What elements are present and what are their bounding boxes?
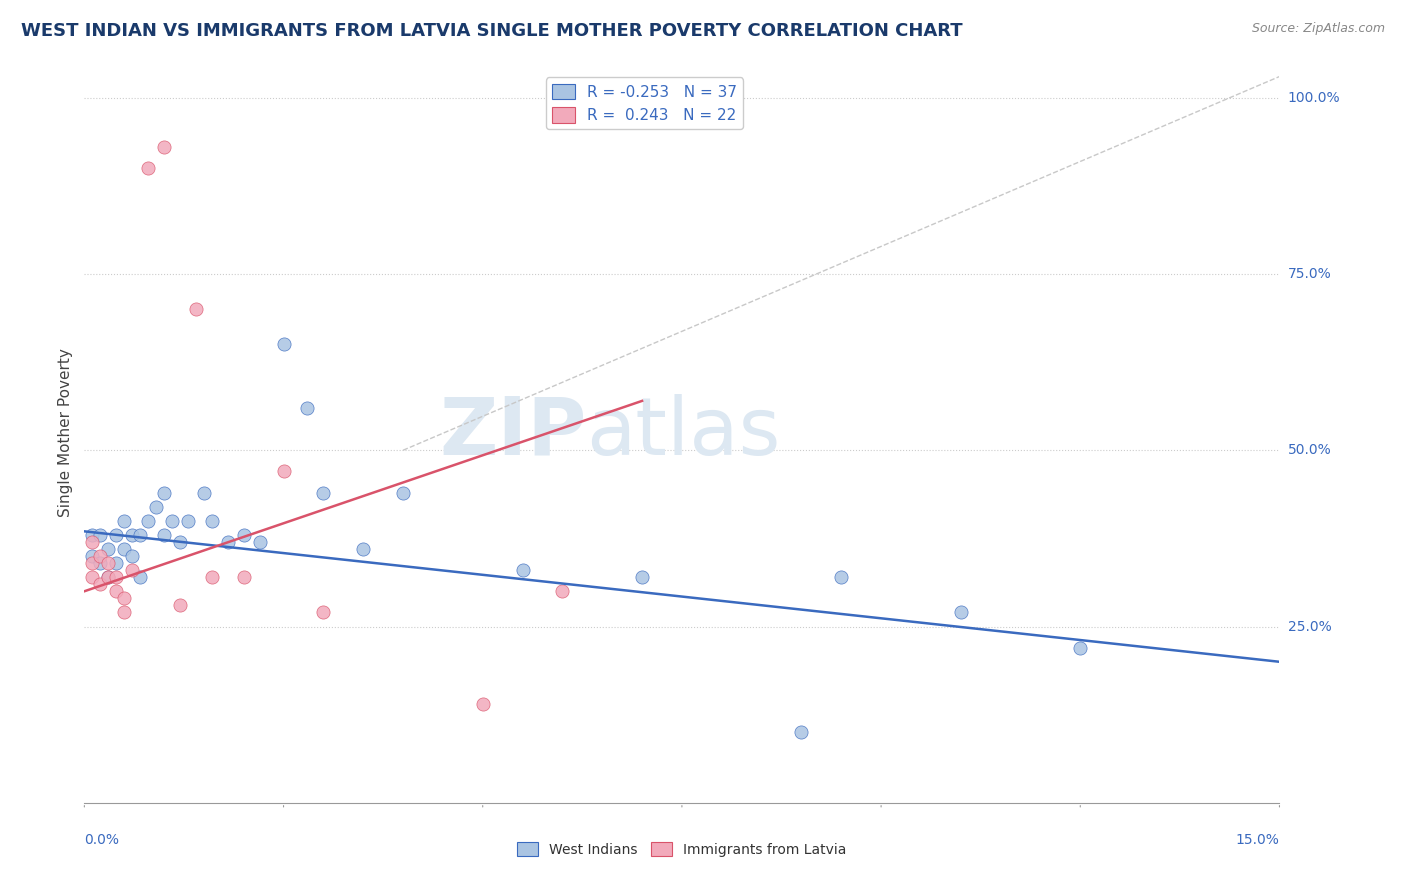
Point <box>136 514 159 528</box>
Point <box>105 556 128 570</box>
Point <box>97 556 120 570</box>
Point <box>297 401 319 415</box>
Text: 100.0%: 100.0% <box>1288 91 1340 104</box>
Point <box>105 584 128 599</box>
Point <box>136 161 159 176</box>
Point <box>89 556 111 570</box>
Point <box>105 528 128 542</box>
Point <box>82 570 104 584</box>
Point <box>153 485 176 500</box>
Point <box>512 563 534 577</box>
Text: atlas: atlas <box>586 393 780 472</box>
Point <box>312 606 335 620</box>
Point <box>105 570 128 584</box>
Point <box>169 535 191 549</box>
Point <box>82 549 104 563</box>
Point <box>89 549 111 563</box>
Point <box>121 549 143 563</box>
Point <box>273 337 295 351</box>
Point <box>201 514 224 528</box>
Point <box>97 570 120 584</box>
Legend: West Indians, Immigrants from Latvia: West Indians, Immigrants from Latvia <box>512 837 852 863</box>
Point <box>193 485 215 500</box>
Point <box>471 697 494 711</box>
Point <box>97 570 120 584</box>
Point <box>112 541 135 556</box>
Point <box>112 606 135 620</box>
Point <box>177 514 200 528</box>
Point <box>153 528 176 542</box>
Point <box>121 528 143 542</box>
Point <box>184 302 207 317</box>
Point <box>169 599 191 613</box>
Point <box>352 541 374 556</box>
Text: 15.0%: 15.0% <box>1236 833 1279 847</box>
Point <box>145 500 167 514</box>
Point <box>949 606 972 620</box>
Point <box>790 725 813 739</box>
Point <box>89 577 111 591</box>
Text: 75.0%: 75.0% <box>1288 267 1331 281</box>
Point <box>631 570 654 584</box>
Text: 50.0%: 50.0% <box>1288 443 1331 458</box>
Point <box>97 541 120 556</box>
Point <box>232 570 254 584</box>
Point <box>89 528 111 542</box>
Point <box>160 514 183 528</box>
Point <box>830 570 852 584</box>
Text: 25.0%: 25.0% <box>1288 620 1331 633</box>
Point <box>312 485 335 500</box>
Point <box>273 464 295 478</box>
Y-axis label: Single Mother Poverty: Single Mother Poverty <box>58 348 73 517</box>
Point <box>82 535 104 549</box>
Point <box>392 485 415 500</box>
Point <box>232 528 254 542</box>
Point <box>112 591 135 606</box>
Point <box>129 570 152 584</box>
Point <box>121 563 143 577</box>
Text: ZIP: ZIP <box>439 393 586 472</box>
Text: 0.0%: 0.0% <box>84 833 120 847</box>
Point <box>112 514 135 528</box>
Point <box>82 556 104 570</box>
Point <box>82 528 104 542</box>
Text: WEST INDIAN VS IMMIGRANTS FROM LATVIA SINGLE MOTHER POVERTY CORRELATION CHART: WEST INDIAN VS IMMIGRANTS FROM LATVIA SI… <box>21 22 963 40</box>
Point <box>249 535 271 549</box>
Point <box>129 528 152 542</box>
Point <box>551 584 574 599</box>
Point <box>1069 640 1091 655</box>
Text: Source: ZipAtlas.com: Source: ZipAtlas.com <box>1251 22 1385 36</box>
Point <box>201 570 224 584</box>
Point <box>217 535 239 549</box>
Point <box>153 140 176 154</box>
